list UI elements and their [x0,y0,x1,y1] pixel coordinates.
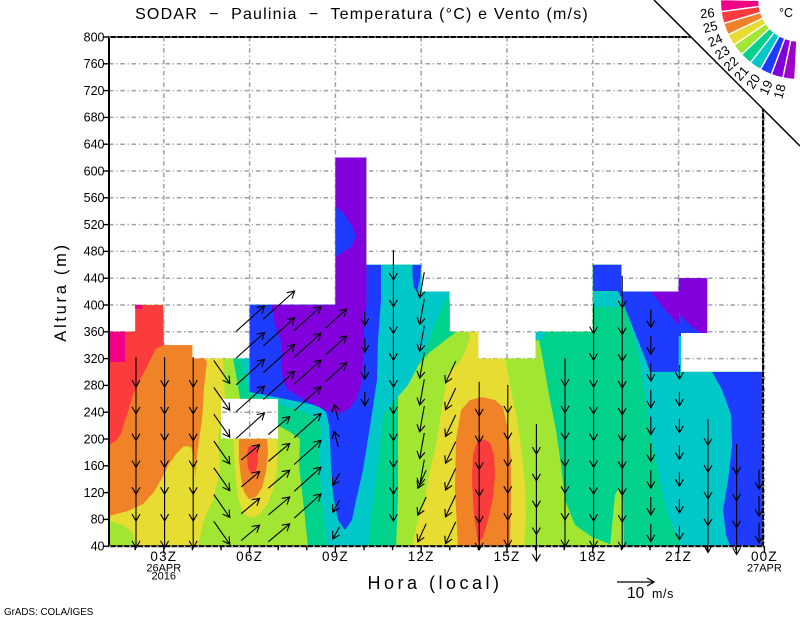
svg-text:560: 560 [84,191,105,205]
svg-text:760: 760 [84,57,105,71]
svg-text:40: 40 [91,540,105,554]
svg-text:00Z: 00Z [751,549,778,564]
svg-text:440: 440 [84,272,105,286]
svg-text:720: 720 [84,84,105,98]
svg-text:15Z: 15Z [494,549,521,564]
svg-text:GrADS: COLA/IGES: GrADS: COLA/IGES [4,607,94,618]
svg-text:800: 800 [84,30,105,44]
svg-text:18Z: 18Z [579,549,606,564]
svg-text:26APR: 26APR [146,563,181,575]
svg-text:Altura (m): Altura (m) [52,242,70,341]
svg-text:240: 240 [84,406,105,420]
svg-text:320: 320 [84,352,105,366]
svg-text:21Z: 21Z [665,549,692,564]
svg-text:640: 640 [84,138,105,152]
svg-text:480: 480 [84,245,105,259]
svg-text:80: 80 [91,513,105,527]
svg-text:120: 120 [84,486,105,500]
svg-text:520: 520 [84,218,105,232]
svg-text:26: 26 [699,5,715,21]
svg-text:10: 10 [627,585,645,602]
svg-text:°C: °C [779,6,793,20]
svg-text:03Z: 03Z [150,549,177,564]
svg-text:600: 600 [84,164,105,178]
svg-text:25: 25 [701,18,719,36]
svg-text:2016: 2016 [152,571,176,583]
svg-text:200: 200 [84,432,105,446]
svg-text:27APR: 27APR [747,563,782,575]
svg-text:Hora (local): Hora (local) [367,573,502,593]
svg-text:23: 23 [712,42,732,62]
svg-text:12Z: 12Z [408,549,435,564]
svg-text:280: 280 [84,379,105,393]
svg-text:400: 400 [84,298,105,312]
svg-text:19: 19 [756,78,776,97]
svg-text:09Z: 09Z [322,549,349,564]
svg-text:SODAR − Paulinia − Tempera: SODAR − Paulinia − Temperatura (°C) e Ve… [135,6,589,23]
svg-text:360: 360 [84,325,105,339]
svg-text:18: 18 [771,82,789,100]
svg-text:160: 160 [84,459,105,473]
svg-text:06Z: 06Z [236,549,263,564]
svg-text:m/s: m/s [652,587,674,601]
svg-text:680: 680 [84,111,105,125]
svg-text:20: 20 [743,71,763,91]
svg-text:24: 24 [706,31,725,50]
